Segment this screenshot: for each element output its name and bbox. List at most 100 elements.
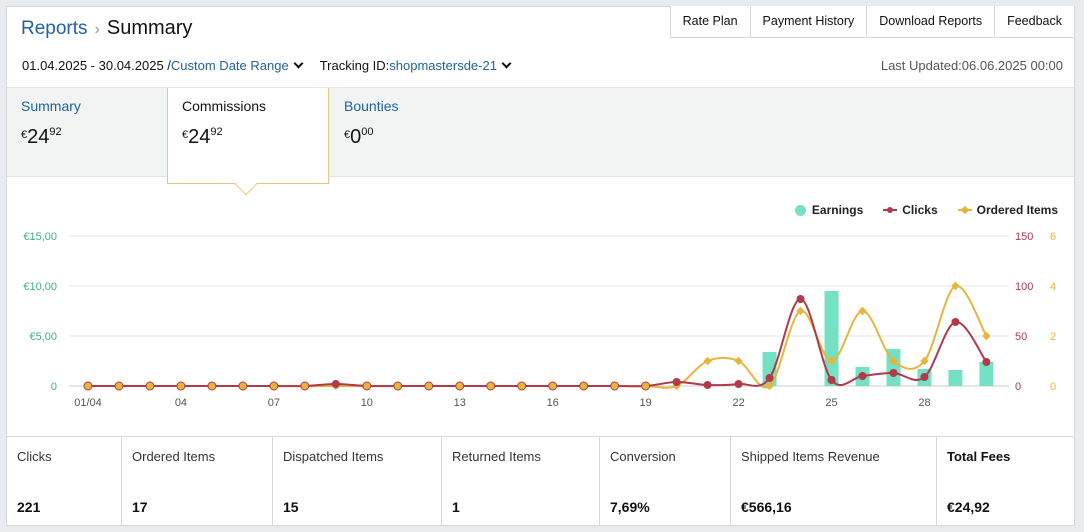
ordered-items-line bbox=[87, 284, 988, 389]
ordered-items-point bbox=[920, 356, 929, 366]
summary-tabs: Summary €2492 Commissions €2492 Bounties… bbox=[7, 87, 1074, 196]
clicks-point bbox=[796, 295, 805, 303]
clicks-point bbox=[889, 369, 898, 377]
tab-summary-label: Summary bbox=[21, 98, 81, 114]
date-range-dropdown[interactable]: Custom Date Range bbox=[170, 58, 289, 73]
clicks-point bbox=[207, 381, 217, 391]
breadcrumb-reports-link[interactable]: Reports bbox=[21, 18, 88, 39]
stat-label: Returned Items bbox=[452, 449, 541, 464]
clicks-point bbox=[703, 381, 712, 389]
clicks-point bbox=[827, 376, 836, 384]
ordered-items-point bbox=[703, 356, 712, 366]
y-axis-tick-clicks: 50 bbox=[1015, 331, 1027, 343]
ordered-items-point bbox=[734, 356, 743, 366]
top-nav: Rate Plan Payment History Download Repor… bbox=[669, 6, 1075, 38]
last-updated: Last Updated:06.06.2025 00:00 bbox=[880, 58, 1063, 73]
x-axis-tick: 25 bbox=[825, 397, 837, 409]
clicks-point bbox=[548, 381, 558, 391]
legend-ordered-items[interactable]: Ordered Items bbox=[957, 203, 1058, 217]
earnings-bar bbox=[824, 291, 839, 386]
stat-label: Total Fees bbox=[947, 449, 1011, 464]
ordered-items-point bbox=[765, 381, 774, 391]
y-axis-tick-earnings: 0 bbox=[51, 381, 57, 393]
summary-panel: Reports › Summary Rate Plan Payment Hist… bbox=[6, 6, 1075, 526]
chart-legend: Earnings Clicks Ordered Items bbox=[775, 203, 1058, 217]
ordered-items-point bbox=[951, 281, 960, 291]
clicks-point bbox=[238, 381, 248, 391]
stat-value: 17 bbox=[132, 499, 148, 515]
x-axis-tick: 10 bbox=[361, 397, 373, 409]
stat-value: 1 bbox=[452, 499, 460, 515]
clicks-point bbox=[176, 381, 186, 391]
stat-value: 7,69% bbox=[610, 499, 650, 515]
clicks-point bbox=[517, 381, 527, 391]
breadcrumb: Reports › Summary bbox=[21, 17, 192, 40]
date-range-text: 01.04.2025 - 30.04.2025 / bbox=[22, 58, 171, 73]
y-axis-tick-clicks: 100 bbox=[1015, 281, 1033, 293]
clicks-point bbox=[734, 380, 743, 388]
page-title: Summary bbox=[106, 17, 193, 39]
stat-conversion: Conversion 7,69% bbox=[600, 437, 731, 526]
clicks-point bbox=[641, 381, 651, 391]
breadcrumb-separator: › bbox=[94, 21, 100, 38]
download-reports-button[interactable]: Download Reports bbox=[866, 6, 996, 38]
stat-shipped-revenue: Shipped Items Revenue €566,16 bbox=[731, 437, 937, 526]
tab-summary[interactable]: Summary €2492 bbox=[7, 88, 167, 178]
filter-row: 01.04.2025 - 30.04.2025 / Custom Date Ra… bbox=[22, 58, 516, 73]
x-axis-tick: 16 bbox=[547, 397, 559, 409]
y-axis-tick-earnings: €5,00 bbox=[29, 331, 57, 343]
clicks-point bbox=[765, 374, 774, 382]
y-axis-tick-items: 0 bbox=[1050, 381, 1056, 393]
clicks-point bbox=[269, 381, 279, 391]
y-axis-tick-items: 6 bbox=[1050, 231, 1056, 243]
stat-label: Dispatched Items bbox=[283, 449, 384, 464]
feedback-button[interactable]: Feedback bbox=[994, 6, 1075, 38]
tab-bounties[interactable]: Bounties €000 bbox=[330, 88, 490, 178]
ordered-items-point bbox=[982, 331, 991, 341]
clicks-point bbox=[114, 381, 124, 391]
legend-clicks-label: Clicks bbox=[902, 203, 938, 217]
stat-value: €24,92 bbox=[947, 499, 990, 515]
ordered-items-point bbox=[858, 306, 867, 316]
tab-commissions-label: Commissions bbox=[182, 98, 267, 114]
ordered-items-point bbox=[796, 306, 805, 316]
stat-value: 15 bbox=[283, 499, 299, 515]
tracking-id-selector[interactable]: Tracking ID: shopmastersde-21 bbox=[320, 58, 516, 73]
legend-ordered-marker bbox=[957, 205, 972, 215]
tracking-id-value[interactable]: shopmastersde-21 bbox=[389, 58, 497, 73]
rate-plan-button[interactable]: Rate Plan bbox=[669, 6, 751, 38]
ordered-items-point bbox=[827, 356, 836, 366]
clicks-point bbox=[920, 373, 929, 381]
clicks-point bbox=[300, 381, 310, 391]
clicks-point bbox=[145, 381, 155, 391]
clicks-point bbox=[579, 381, 589, 391]
y-axis-tick-clicks: 0 bbox=[1015, 381, 1021, 393]
x-axis-tick: 22 bbox=[732, 397, 744, 409]
clicks-point bbox=[455, 381, 465, 391]
stat-dispatched-items: Dispatched Items 15 bbox=[273, 437, 442, 526]
tab-bounties-value: €000 bbox=[344, 126, 374, 148]
stat-label: Shipped Items Revenue bbox=[741, 449, 880, 464]
clicks-point bbox=[393, 381, 403, 391]
clicks-point bbox=[83, 381, 93, 391]
stat-value: €566,16 bbox=[741, 499, 792, 515]
y-axis-tick-earnings: €10,00 bbox=[23, 281, 57, 293]
x-axis-tick: 07 bbox=[268, 397, 280, 409]
legend-earnings[interactable]: Earnings bbox=[794, 203, 864, 217]
clicks-point bbox=[362, 381, 372, 391]
legend-clicks[interactable]: Clicks bbox=[883, 203, 938, 217]
legend-clicks-marker bbox=[883, 207, 898, 213]
clicks-line bbox=[87, 297, 988, 388]
y-axis-tick-earnings: €15,00 bbox=[23, 231, 57, 243]
legend-earnings-label: Earnings bbox=[811, 203, 864, 217]
stat-label: Clicks bbox=[17, 449, 52, 464]
clicks-point bbox=[424, 381, 434, 391]
clicks-point bbox=[672, 378, 681, 386]
tab-commissions[interactable]: Commissions €2492 bbox=[167, 88, 329, 196]
stat-ordered-items: Ordered Items 17 bbox=[122, 437, 273, 526]
y-axis-tick-clicks: 150 bbox=[1015, 231, 1033, 243]
earnings-bar bbox=[948, 370, 963, 386]
tab-commissions-value: €2492 bbox=[182, 126, 223, 148]
tab-summary-value: €2492 bbox=[21, 126, 62, 148]
legend-ordered-label: Ordered Items bbox=[976, 203, 1058, 217]
